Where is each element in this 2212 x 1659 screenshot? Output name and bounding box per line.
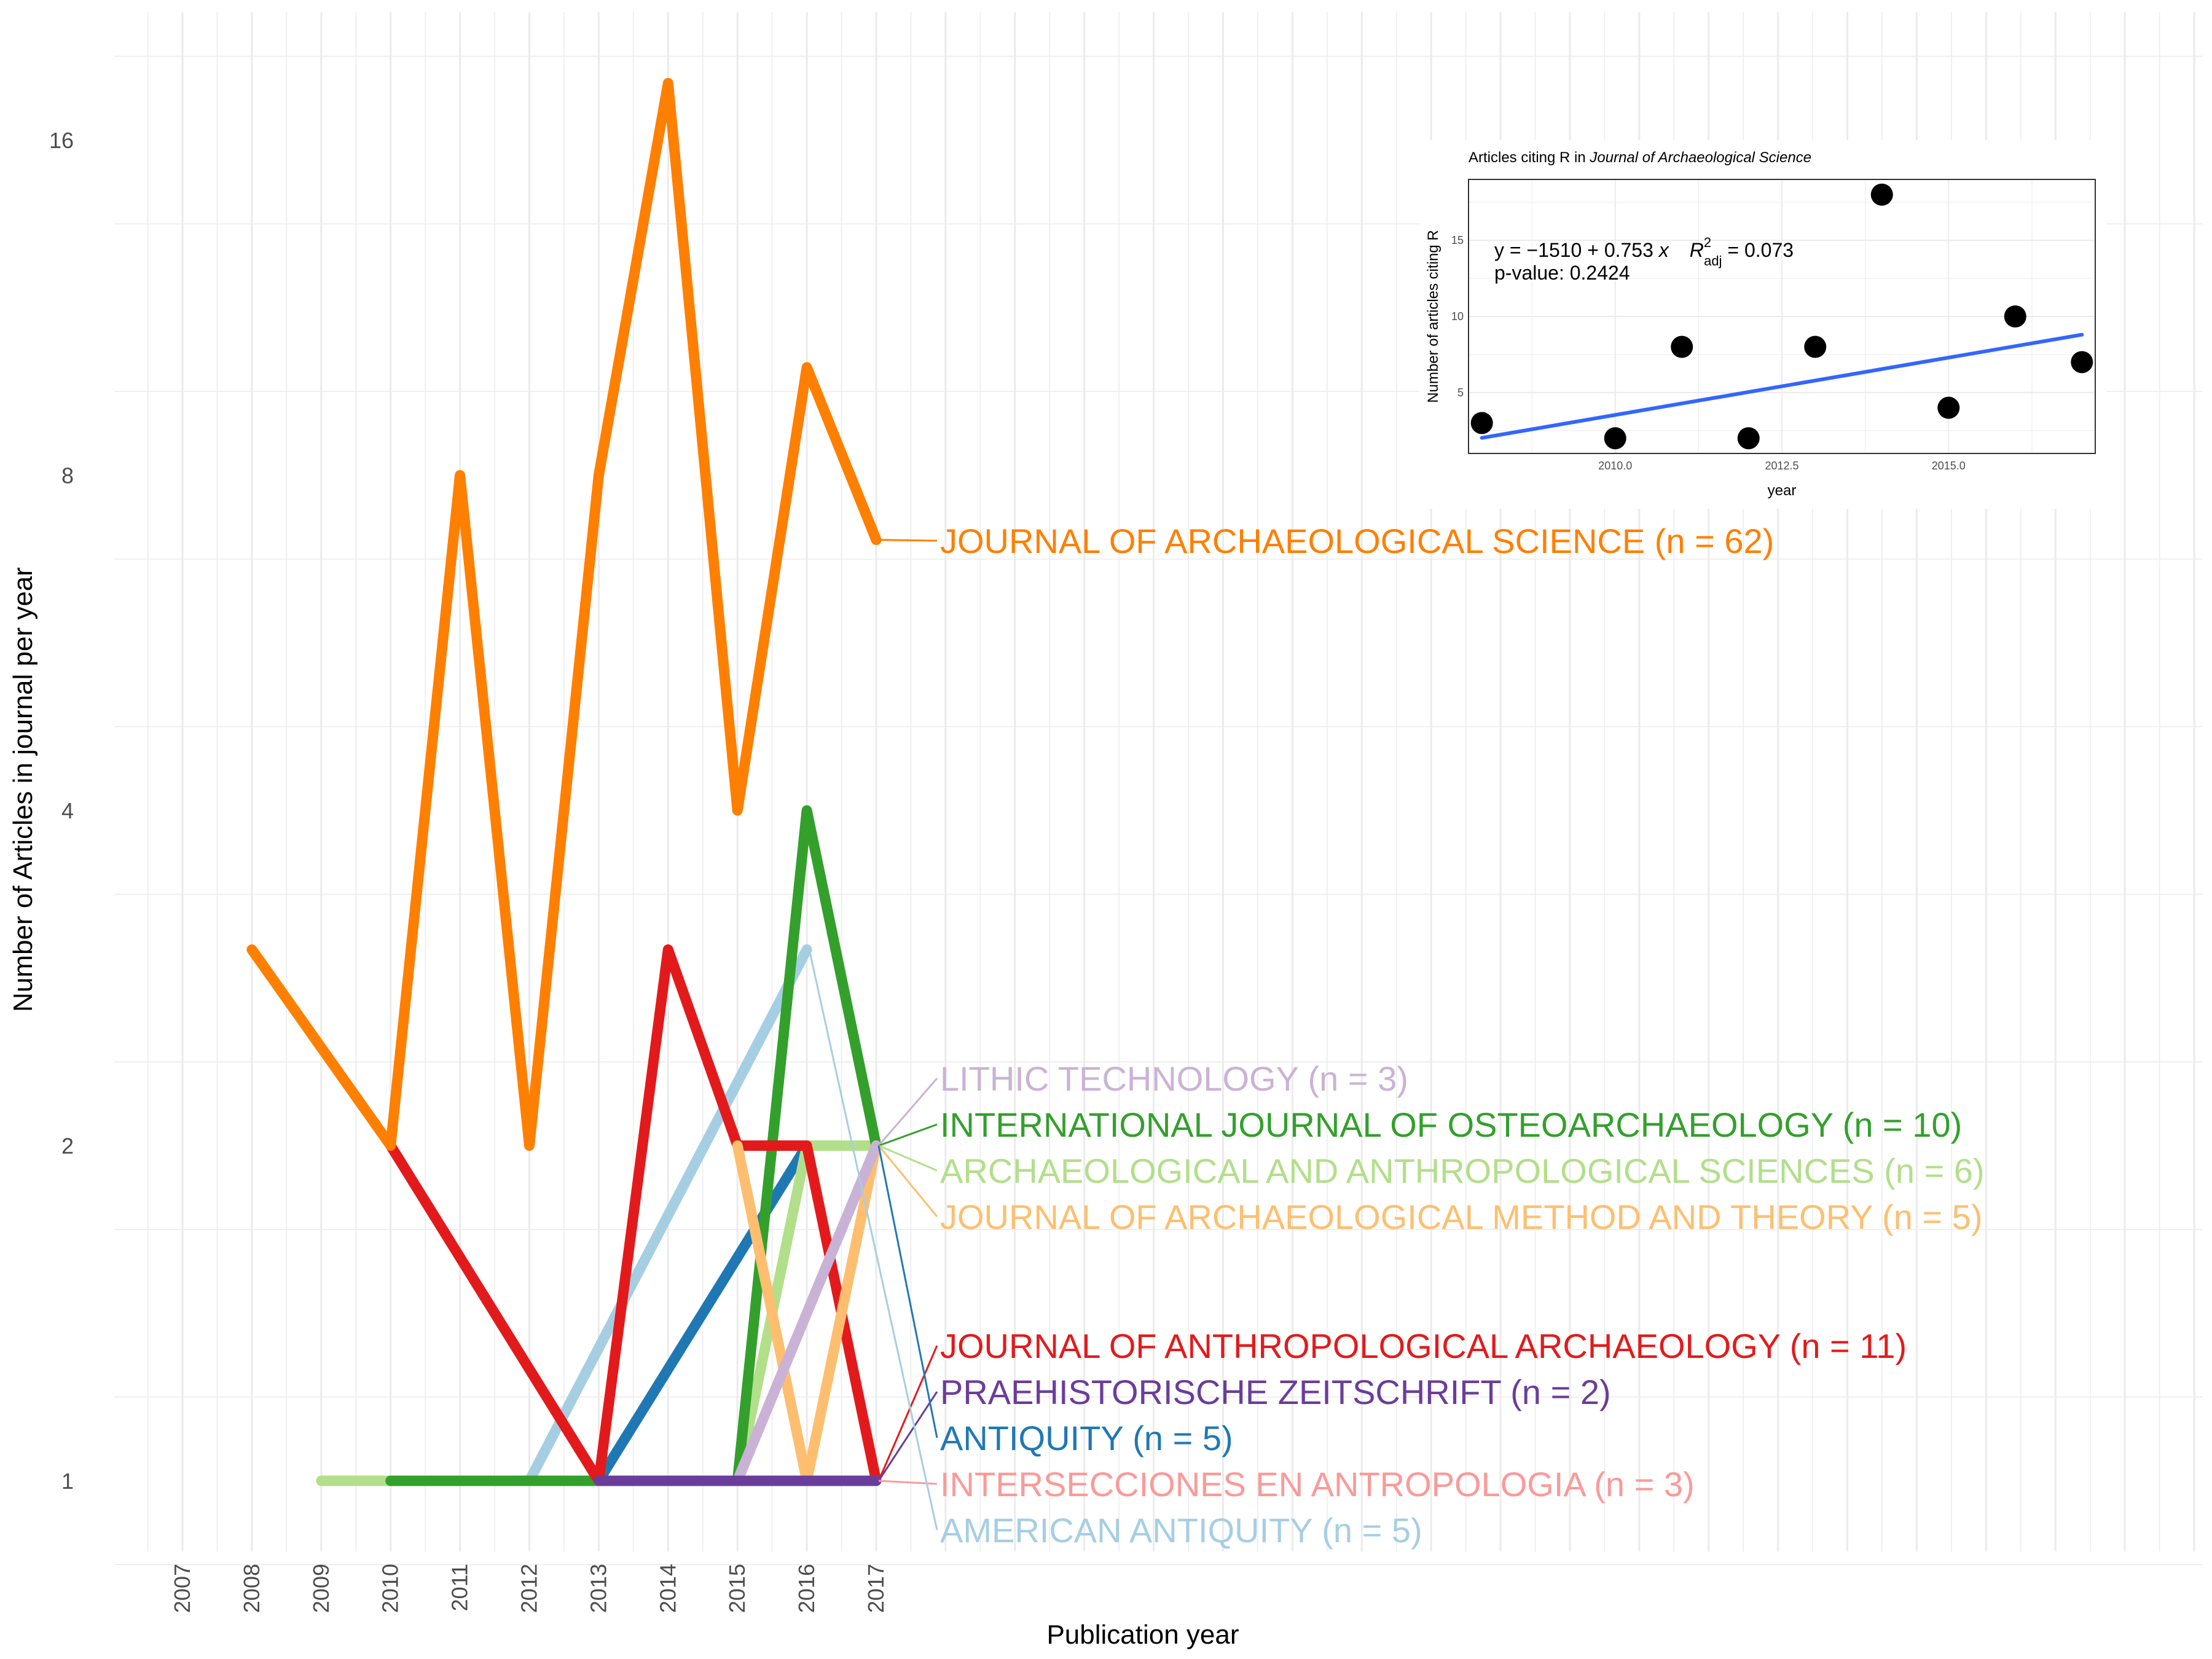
y-axis-title: Number of Articles in journal per year bbox=[8, 567, 38, 1012]
x-tick-label: 2010 bbox=[378, 1564, 403, 1613]
main-tick-labels: 1 2 4 8 16 2007 2008 2009 2010 2011 2012 2013 2014 20… bbox=[49, 128, 888, 1613]
inset-p-value: p-value: 0.2424 bbox=[1494, 262, 1630, 284]
main-gridlines bbox=[114, 12, 2203, 1566]
x-tick-label: 2015 bbox=[724, 1564, 750, 1613]
inset-title: Articles citing R in Journal of Archaeol… bbox=[1469, 149, 1811, 166]
inset-regression-line bbox=[1480, 332, 2084, 440]
series-label-journal-of-archaeological-science: JOURNAL OF ARCHAEOLOGICAL SCIENCE (n = 6… bbox=[940, 522, 1774, 560]
x-axis-title: Publication year bbox=[1046, 1620, 1239, 1650]
inset-fit-line bbox=[1480, 332, 2084, 440]
inset-chart: Articles citing R in Journal of Archaeol… bbox=[1419, 140, 2106, 509]
inset-regression-equation: y = −1510 + 0.753 x R2 adj = 0.073 bbox=[1494, 235, 1794, 269]
leader-line-antiquity bbox=[877, 1145, 938, 1438]
series-label-lithic-technology: LITHIC TECHNOLOGY (n = 3) bbox=[940, 1059, 1408, 1098]
series-label-intersecciones-en-antropologia: INTERSECCIONES EN ANTROPOLOGIA (n = 3) bbox=[940, 1465, 1695, 1504]
leader-line-international-journal-of-osteoarchaeology bbox=[878, 1123, 938, 1147]
inset-point bbox=[1470, 412, 1493, 434]
series-line-lithic-technology bbox=[732, 1140, 882, 1486]
leader-line-archaeological-and-anthropological-sciences bbox=[878, 1145, 938, 1172]
inset-x-tick-label: 2012.5 bbox=[1765, 460, 1798, 472]
x-tick-label: 2011 bbox=[447, 1564, 473, 1611]
inset-x-tick-label: 2015.0 bbox=[1932, 460, 1966, 472]
inset-point bbox=[1870, 183, 1893, 206]
series-label-international-journal-of-osteoarchaeology: INTERNATIONAL JOURNAL OF OSTEOARCHAEOLOG… bbox=[940, 1105, 1962, 1144]
series-label-praehistorische-zeitschrift: PRAEHISTORISCHE ZEITSCHRIFT (n = 2) bbox=[940, 1373, 1611, 1411]
leader-line-journal-of-anthropological-archaeology bbox=[877, 1345, 938, 1481]
inset-point bbox=[1937, 396, 1960, 419]
y-tick-label: 16 bbox=[49, 128, 74, 153]
leader-line-journal-of-archaeological-method-and-theory bbox=[877, 1145, 938, 1217]
y-tick-label: 1 bbox=[61, 1469, 74, 1494]
series-line-journal-of-anthropological-archaeology bbox=[385, 944, 882, 1486]
inset-point bbox=[2004, 305, 2026, 327]
inset-x-tick-label: 2010.0 bbox=[1598, 460, 1632, 472]
inset-point bbox=[1671, 335, 1693, 358]
x-tick-label: 2009 bbox=[308, 1564, 334, 1613]
inset-gridlines bbox=[1469, 179, 2095, 453]
leader-line-praehistorische-zeitschrift bbox=[877, 1391, 938, 1481]
series-label-journal-of-archaeological-method-and-theory: JOURNAL OF ARCHAEOLOGICAL METHOD AND THE… bbox=[940, 1198, 1982, 1236]
inset-y-tick-label: 10 bbox=[1451, 310, 1464, 323]
x-tick-label: 2014 bbox=[655, 1564, 680, 1613]
series-line-american-antiquity bbox=[524, 944, 812, 1486]
series-label-american-antiquity: AMERICAN ANTIQUITY (n = 5) bbox=[940, 1511, 1422, 1550]
leader-line-lithic-technology bbox=[877, 1078, 938, 1147]
leader-line-american-antiquity bbox=[808, 949, 938, 1531]
inset-y-tick-label: 15 bbox=[1451, 234, 1464, 246]
series-labels: JOURNAL OF ARCHAEOLOGICAL SCIENCE (n = 6… bbox=[940, 522, 1985, 1550]
series-label-antiquity: ANTIQUITY (n = 5) bbox=[940, 1419, 1233, 1457]
inset-point bbox=[1737, 427, 1760, 450]
series-label-journal-of-anthropological-archaeology: JOURNAL OF ANTHROPOLOGICAL ARCHAEOLOGY (… bbox=[940, 1327, 1907, 1365]
series-line-journal-of-archaeological-science bbox=[246, 77, 882, 1151]
inset-point bbox=[1604, 427, 1626, 450]
y-tick-label: 2 bbox=[61, 1134, 74, 1159]
leader-line-journal-of-archaeological-science bbox=[878, 539, 938, 542]
x-tick-label: 2012 bbox=[517, 1564, 542, 1613]
x-tick-label: 2013 bbox=[586, 1564, 611, 1613]
inset-points bbox=[1470, 183, 2093, 450]
inset-background bbox=[1419, 140, 2106, 509]
y-tick-label: 4 bbox=[61, 798, 74, 823]
series-label-archaeological-and-anthropological-sciences: ARCHAEOLOGICAL AND ANTHROPOLOGICAL SCIEN… bbox=[940, 1151, 1985, 1190]
x-tick-label: 2016 bbox=[794, 1564, 819, 1613]
inset-x-axis-title: year bbox=[1768, 482, 1797, 499]
x-tick-label: 2008 bbox=[239, 1564, 264, 1613]
y-tick-label: 8 bbox=[61, 463, 74, 488]
label-leader-lines bbox=[808, 539, 938, 1531]
inset-y-tick-label: 5 bbox=[1457, 386, 1464, 399]
inset-point bbox=[2071, 351, 2093, 374]
inset-panel-border bbox=[1468, 179, 2096, 454]
x-tick-label: 2017 bbox=[863, 1564, 888, 1613]
x-tick-label: 2007 bbox=[170, 1564, 195, 1613]
main-series bbox=[246, 77, 882, 1486]
inset-tick-labels: 5 10 15 2010.0 2012.5 2015.0 bbox=[1451, 234, 1966, 472]
inset-point bbox=[1804, 335, 1827, 358]
inset-y-axis-title: Number of articles citing R bbox=[1425, 230, 1441, 402]
